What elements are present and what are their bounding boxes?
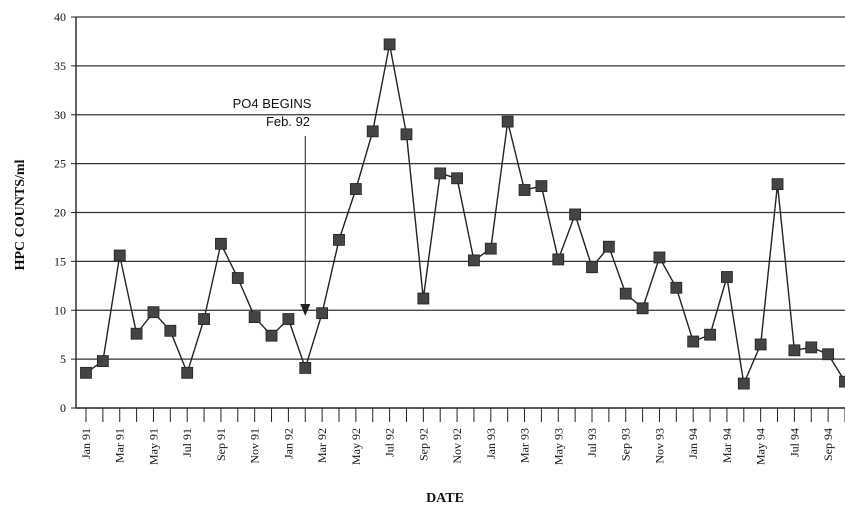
data-point [501, 115, 514, 128]
data-points [80, 38, 845, 390]
data-point [670, 281, 683, 294]
data-point [468, 254, 480, 267]
data-point [147, 306, 160, 319]
x-tick-label: May 93 [551, 428, 565, 465]
data-point [754, 338, 767, 351]
data-point [839, 375, 845, 388]
data-point [366, 125, 379, 138]
data-point [282, 313, 295, 325]
x-tick-label: Sep 93 [619, 428, 633, 461]
x-axis-label: DATE [426, 491, 464, 506]
data-point [130, 327, 143, 340]
data-point [349, 183, 362, 195]
data-point [518, 184, 531, 196]
y-axis-label: HPC COUNTS/ml [13, 159, 28, 270]
annotation-line2: Feb. 92 [266, 114, 310, 129]
data-point [164, 324, 177, 337]
x-tick-label: Mar 91 [113, 428, 127, 463]
data-point [687, 335, 700, 348]
data-point [788, 344, 801, 357]
data-point [215, 237, 227, 250]
x-tick-label: Mar 92 [315, 428, 329, 463]
axes [71, 16, 845, 422]
x-tick-label: Sep 94 [821, 428, 835, 461]
data-point [181, 366, 194, 379]
data-point [434, 167, 447, 180]
data-point [383, 38, 396, 51]
data-point [265, 329, 278, 342]
y-tick-labels: 0 5 10 15 20 25 30 35 40 [54, 10, 66, 415]
x-tick-label: Nov 92 [450, 428, 464, 464]
x-tick-label: Mar 94 [720, 428, 734, 463]
x-tick-label: Jul 91 [180, 428, 194, 457]
y-tick-label: 25 [54, 157, 66, 171]
x-tick-label: Jan 93 [484, 428, 498, 459]
annotation: PO4 BEGINS Feb. 92 [233, 96, 312, 316]
data-point [721, 271, 733, 283]
data-point [771, 178, 784, 191]
x-tick-label: Nov 93 [652, 428, 666, 464]
x-tick-label: Mar 93 [518, 428, 532, 463]
data-point [198, 313, 210, 325]
data-point [586, 261, 598, 274]
x-tick-label: Nov 91 [248, 428, 262, 464]
x-tick-label: Sep 92 [416, 428, 430, 461]
x-tick-label: Sep 91 [214, 428, 228, 461]
x-tick-label: Jul 93 [585, 428, 599, 457]
x-tick-label: Jan 94 [686, 428, 700, 459]
data-point [704, 328, 716, 341]
y-tick-label: 15 [54, 254, 66, 268]
x-tick-label: Jul 92 [383, 428, 397, 457]
data-point [805, 341, 818, 354]
x-tick-label: May 91 [146, 428, 160, 465]
data-point [231, 272, 244, 284]
x-tick-label: Jan 92 [281, 428, 295, 459]
data-point [400, 128, 413, 141]
data-point [417, 292, 430, 305]
data-point [484, 242, 497, 255]
data-point [316, 307, 329, 320]
x-tick-labels: Jan 91 Mar 91 May 91 Jul 91 Sep 91 Nov 91 Jan … [79, 428, 835, 465]
y-tick-label: 0 [60, 401, 66, 415]
x-tick-label: May 92 [349, 428, 363, 465]
data-point [451, 172, 463, 185]
data-point [653, 251, 666, 264]
series-line [85, 44, 845, 387]
data-point [299, 362, 312, 374]
data-point [248, 311, 261, 323]
data-point [333, 233, 345, 246]
data-point [602, 240, 615, 253]
y-tick-label: 35 [54, 59, 66, 73]
data-point [552, 253, 565, 266]
x-tick-label: May 94 [754, 428, 768, 465]
data-point [822, 348, 835, 361]
data-point [96, 355, 109, 367]
data-point [80, 366, 92, 379]
x-tick-label: Jan 91 [79, 428, 93, 459]
gridlines [76, 16, 845, 360]
y-tick-label: 30 [54, 108, 66, 122]
data-point [619, 287, 632, 300]
y-tick-label: 10 [54, 303, 66, 317]
x-tick-label: Jul 94 [787, 428, 801, 457]
data-point [636, 302, 649, 315]
data-point [535, 180, 548, 193]
annotation-arrow-head [300, 304, 311, 316]
data-point [113, 249, 126, 262]
y-tick-label: 40 [54, 10, 66, 24]
data-point [569, 208, 582, 221]
y-tick-label: 20 [54, 206, 66, 220]
y-tick-label: 5 [60, 352, 66, 366]
annotation-line1: PO4 BEGINS [233, 96, 312, 111]
data-point [737, 377, 750, 390]
